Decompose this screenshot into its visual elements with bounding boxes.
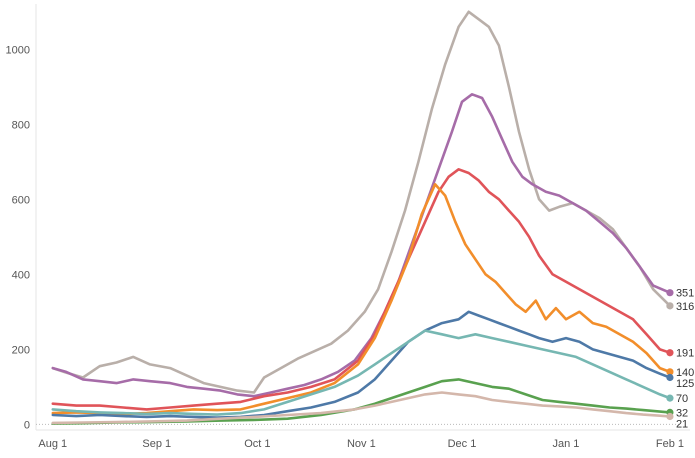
x-tick-label: Oct 1	[244, 438, 270, 450]
series-end-point	[666, 394, 674, 402]
y-tick-labels: 0 200 400 600 800 1000	[6, 44, 30, 431]
series-line	[51, 93, 672, 398]
y-tick-label: 600	[12, 194, 30, 206]
series-line	[51, 168, 672, 411]
series-end-label: 21	[676, 418, 688, 430]
y-tick-label: 1000	[6, 44, 30, 56]
series-end-point	[666, 373, 674, 382]
y-tick-label: 400	[12, 269, 30, 281]
x-tick-labels: Aug 1 Sep 1 Oct 1 Nov 1 Dec 1 Jan 1 Feb 1	[38, 438, 684, 450]
x-tick-label: Aug 1	[38, 438, 67, 450]
series-end-label: 70	[676, 393, 688, 405]
x-tick-label: Dec 1	[448, 438, 477, 450]
series-end-label: 140	[676, 367, 694, 379]
series-end-label: 191	[676, 348, 694, 360]
series-end-point	[666, 289, 674, 297]
series-lines	[51, 10, 674, 425]
series-line	[51, 378, 672, 425]
series-end-label: 316	[676, 301, 694, 313]
series-end-point	[666, 349, 674, 357]
series-line	[51, 10, 672, 394]
x-tick-label: Sep 1	[142, 438, 171, 450]
series-line	[51, 310, 672, 419]
series-end-point	[666, 412, 674, 421]
series-end-point	[666, 302, 674, 310]
series-end-label: 125	[676, 378, 694, 390]
x-tick-label: Nov 1	[347, 438, 376, 450]
y-tick-label: 0	[24, 419, 30, 431]
series-line	[51, 329, 672, 416]
y-tick-label: 200	[12, 344, 30, 356]
series-end-label: 32	[676, 407, 688, 419]
x-tick-label: Jan 1	[552, 438, 579, 450]
series-line	[51, 391, 672, 425]
x-tick-label: Feb 1	[656, 438, 684, 450]
series-line	[51, 183, 672, 416]
y-tick-label: 800	[12, 119, 30, 131]
series-end-point	[666, 368, 674, 376]
series-end-label: 351	[676, 288, 694, 300]
